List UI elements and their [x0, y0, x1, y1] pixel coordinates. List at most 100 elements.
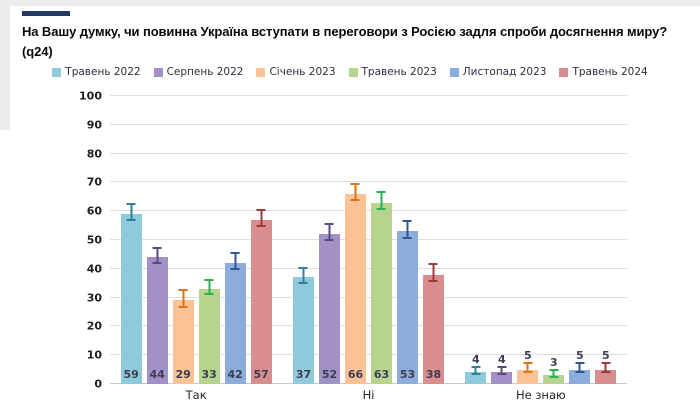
legend-swatch [256, 67, 266, 77]
category-label: Не знаю [515, 388, 566, 402]
y-tick-label: 70 [86, 175, 102, 189]
legend-label: Травень 2023 [361, 66, 437, 78]
value-label: 4 [471, 352, 480, 366]
x-axis: Так Ні Не знаю [110, 388, 627, 402]
plot-area: 59 44 29 33 42 57 37 52 66 63 53 38 4 4 5 3 5 5 [110, 95, 627, 384]
bar: 5 [569, 349, 591, 384]
bar: 57 [250, 208, 272, 384]
gridline [110, 325, 627, 327]
error-whisker [376, 191, 386, 210]
error-whisker [230, 252, 240, 270]
accent-bar [22, 11, 70, 16]
y-tick-label: 10 [86, 348, 102, 362]
legend-swatch [348, 67, 358, 77]
legend-label: Травень 2024 [572, 66, 648, 78]
value-label: 59 [123, 368, 139, 381]
legend-item: Травень 2023 [348, 66, 437, 78]
value-label: 63 [373, 368, 390, 381]
value-label: 52 [321, 368, 338, 381]
value-label: 37 [295, 368, 312, 381]
error-whisker [575, 362, 585, 374]
value-label: 4 [497, 352, 506, 366]
value-label: 53 [399, 368, 416, 381]
value-label: 5 [523, 348, 532, 362]
error-whisker [256, 208, 266, 228]
bar-groups: 59 44 29 33 42 57 37 52 66 63 53 38 4 4 5 3 5 5 [110, 96, 627, 384]
value-label: 5 [601, 349, 610, 363]
value-label: 29 [175, 368, 191, 381]
gridline [110, 354, 627, 356]
bar-group: 59 44 29 33 42 57 [110, 96, 282, 384]
bar-group: 37 52 66 63 53 38 [282, 96, 454, 384]
legend-swatch [449, 67, 459, 77]
legend-item: Листопад 2023 [449, 66, 547, 78]
error-whisker [350, 183, 360, 201]
gridline [110, 152, 627, 154]
error-whisker [324, 223, 334, 242]
value-label: 42 [227, 368, 243, 381]
error-whisker [178, 289, 188, 308]
error-whisker [549, 368, 559, 378]
legend-label: Січень 2023 [269, 66, 336, 78]
bar: 5 [595, 349, 617, 384]
error-whisker [471, 365, 481, 376]
page-edge-top [0, 0, 700, 6]
legend-swatch [559, 67, 569, 77]
error-whisker [152, 246, 162, 264]
error-whisker [428, 263, 438, 282]
value-label: 33 [201, 368, 217, 381]
legend-item: Травень 2022 [52, 66, 141, 78]
bar: 42 [224, 252, 246, 384]
bar: 53 [396, 220, 418, 384]
bar: 63 [370, 191, 392, 384]
error-whisker [601, 362, 611, 374]
gridline [110, 95, 627, 96]
y-tick-label: 20 [86, 319, 102, 333]
page-title-line1: На Вашу думку, чи повинна Україна вступа… [22, 24, 668, 39]
y-tick-label: 50 [86, 233, 102, 247]
legend-item: Травень 2024 [559, 66, 648, 78]
gridline [110, 123, 627, 125]
page-edge-left [0, 0, 10, 130]
legend-swatch [52, 67, 62, 77]
bar: 59 [120, 202, 142, 384]
y-tick-label: 40 [86, 262, 102, 276]
category-label: Ні [362, 388, 375, 402]
value-label: 38 [425, 368, 442, 381]
bar: 29 [172, 289, 194, 384]
bar: 3 [543, 356, 565, 384]
y-axis: 0 10 20 30 40 50 60 70 80 90 100 [0, 90, 102, 391]
value-label: 66 [347, 368, 364, 381]
bar: 5 [517, 349, 539, 384]
y-tick-label: 30 [86, 291, 102, 305]
legend-label: Серпень 2022 [166, 66, 244, 78]
gridline [110, 239, 627, 240]
error-whisker [402, 220, 412, 239]
gridline [110, 210, 627, 212]
value-label: 57 [253, 368, 269, 381]
bar: 66 [344, 183, 366, 384]
bar: 52 [318, 223, 340, 384]
gridline [110, 296, 627, 298]
bar: 4 [465, 353, 487, 384]
legend-swatch [153, 67, 163, 77]
error-whisker [126, 202, 136, 222]
legend-label: Листопад 2023 [462, 66, 547, 78]
legend-label: Травень 2022 [65, 66, 141, 78]
legend-item: Січень 2023 [256, 66, 336, 78]
value-label: 44 [149, 368, 165, 381]
gridline [110, 181, 627, 183]
value-label: 3 [549, 355, 558, 369]
bar: 38 [422, 263, 444, 384]
y-tick-label: 80 [86, 147, 102, 161]
gridline [110, 383, 627, 384]
error-whisker [204, 278, 214, 296]
y-tick-label: 90 [86, 118, 102, 132]
bar: 33 [198, 278, 220, 384]
y-tick-label: 0 [94, 377, 102, 391]
category-label: Так [185, 388, 207, 402]
bar: 44 [146, 246, 168, 384]
bar-group: 4 4 5 3 5 5 [455, 96, 627, 384]
gridline [110, 267, 627, 269]
